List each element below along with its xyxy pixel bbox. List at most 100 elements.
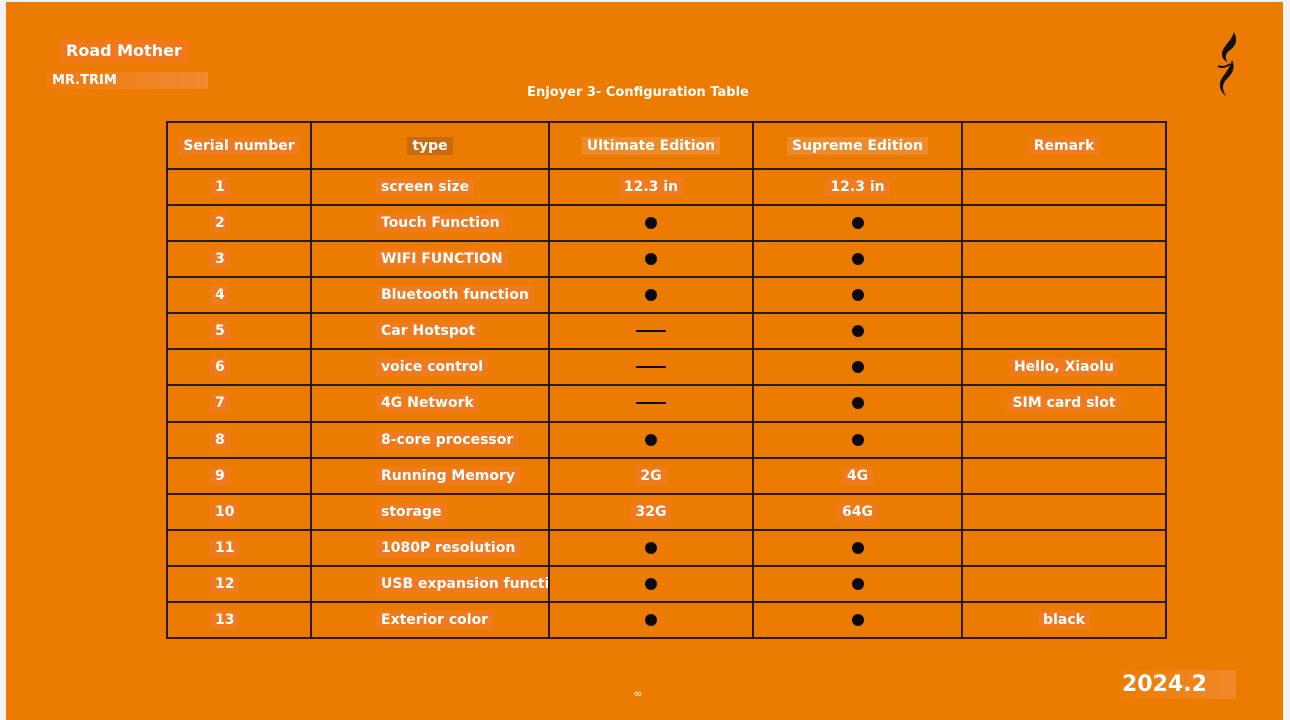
feature-included-dot xyxy=(851,253,864,266)
table-row: 5 Car Hotspot xyxy=(166,312,1167,351)
feature-included-dot xyxy=(851,361,864,374)
cell-type: 1080P resolution xyxy=(310,528,550,567)
date-label: 2024.2 xyxy=(1116,670,1236,699)
cell-type: voice control xyxy=(310,348,550,387)
flame-logo-icon xyxy=(1217,32,1237,96)
feature-included-dot xyxy=(645,433,657,446)
cell-ultimate xyxy=(548,276,754,315)
feature-included-dot xyxy=(851,613,864,626)
cell-supreme: 64G xyxy=(752,492,963,531)
cell-supreme: 12.3 in xyxy=(752,168,963,207)
cell-remark: black xyxy=(961,600,1167,640)
cell-remark xyxy=(961,168,1167,207)
table-row: 8 8-core processor xyxy=(166,420,1167,459)
table-row: 10 storage 32G 64G xyxy=(166,492,1167,531)
header-type: type xyxy=(310,120,550,171)
cell-supreme xyxy=(752,348,963,387)
brand-name: Road Mother xyxy=(60,39,188,62)
header-remark: Remark xyxy=(961,120,1167,171)
cell-remark: SIM card slot xyxy=(961,384,1167,423)
feature-included-dot xyxy=(645,289,657,302)
feature-included-dot xyxy=(645,253,657,266)
header-supreme: Supreme Edition xyxy=(752,120,963,171)
cell-serial: 10 xyxy=(166,492,312,531)
cell-serial: 7 xyxy=(166,384,312,423)
cell-remark xyxy=(961,492,1167,531)
cell-type: screen size xyxy=(310,168,550,207)
feature-included-dot xyxy=(645,541,657,554)
cell-remark xyxy=(961,456,1167,495)
cell-remark: Hello, Xiaolu xyxy=(961,348,1167,387)
table-row: 9 Running Memory 2G 4G xyxy=(166,456,1167,495)
cell-remark xyxy=(961,276,1167,315)
page-marker: ∞ xyxy=(633,687,643,700)
cell-supreme xyxy=(752,312,963,351)
cell-serial: 8 xyxy=(166,420,312,459)
cell-serial: 2 xyxy=(166,204,312,243)
cell-supreme: 4G xyxy=(752,456,963,495)
feature-included-dot xyxy=(851,397,864,410)
cell-supreme xyxy=(752,384,963,423)
feature-absent-dash xyxy=(636,402,666,405)
cell-type: Car Hotspot xyxy=(310,312,550,351)
feature-absent-dash xyxy=(636,366,666,369)
header-ultimate: Ultimate Edition xyxy=(548,120,754,171)
feature-included-dot xyxy=(645,217,657,230)
cell-ultimate xyxy=(548,348,754,387)
cell-ultimate xyxy=(548,528,754,567)
cell-ultimate xyxy=(548,240,754,279)
cell-supreme xyxy=(752,564,963,603)
cell-remark xyxy=(961,312,1167,351)
feature-included-dot xyxy=(851,325,864,338)
table-row: 4 Bluetooth function xyxy=(166,276,1167,315)
feature-absent-dash xyxy=(636,330,666,333)
cell-remark xyxy=(961,240,1167,279)
cell-remark xyxy=(961,204,1167,243)
table-row: 1 screen size 12.3 in 12.3 in xyxy=(166,168,1167,207)
cell-type: storage xyxy=(310,492,550,531)
table-row: 11 1080P resolution xyxy=(166,528,1167,567)
feature-included-dot xyxy=(851,217,864,230)
feature-included-dot xyxy=(645,577,657,590)
cell-serial: 6 xyxy=(166,348,312,387)
cell-type: USB expansion function xyxy=(310,564,550,603)
cell-serial: 1 xyxy=(166,168,312,207)
cell-type: WIFI FUNCTION xyxy=(310,240,550,279)
table-header-row: Serial number type Ultimate Edition Supr… xyxy=(166,120,1167,171)
cell-serial: 12 xyxy=(166,564,312,603)
cell-serial: 13 xyxy=(166,600,312,640)
cell-serial: 4 xyxy=(166,276,312,315)
cell-ultimate: 32G xyxy=(548,492,754,531)
cell-type: Running Memory xyxy=(310,456,550,495)
feature-included-dot xyxy=(851,433,864,446)
cell-type: 4G Network xyxy=(310,384,550,423)
cell-supreme xyxy=(752,528,963,567)
cell-ultimate: 12.3 in xyxy=(548,168,754,207)
feature-included-dot xyxy=(851,541,864,554)
brand-subtitle: MR.TRIM xyxy=(46,72,208,89)
cell-remark xyxy=(961,528,1167,567)
cell-ultimate xyxy=(548,312,754,351)
cell-supreme xyxy=(752,276,963,315)
cell-serial: 3 xyxy=(166,240,312,279)
cell-type: Bluetooth function xyxy=(310,276,550,315)
cell-ultimate: 2G xyxy=(548,456,754,495)
cell-serial: 5 xyxy=(166,312,312,351)
cell-remark xyxy=(961,564,1167,603)
feature-included-dot xyxy=(851,577,864,590)
cell-supreme xyxy=(752,420,963,459)
cell-ultimate xyxy=(548,204,754,243)
table-row: 6 voice control Hello, Xiaolu xyxy=(166,348,1167,387)
cell-supreme xyxy=(752,240,963,279)
cell-serial: 11 xyxy=(166,528,312,567)
feature-included-dot xyxy=(645,613,657,626)
table-row: 13 Exterior color black xyxy=(166,600,1167,640)
cell-type: 8-core processor xyxy=(310,420,550,459)
cell-supreme xyxy=(752,600,963,640)
header-serial: Serial number xyxy=(166,120,312,171)
cell-serial: 9 xyxy=(166,456,312,495)
feature-included-dot xyxy=(851,289,864,302)
configuration-table: Serial number type Ultimate Edition Supr… xyxy=(166,120,1167,640)
cell-supreme xyxy=(752,204,963,243)
